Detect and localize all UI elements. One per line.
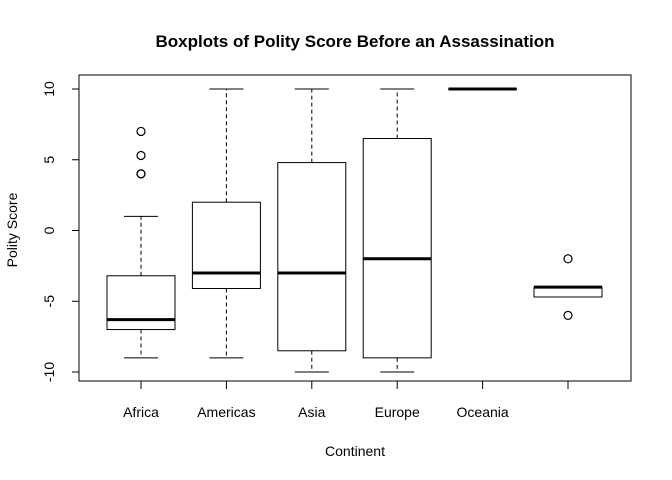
box-iqr [277, 162, 347, 352]
outlier-point [563, 310, 573, 320]
x-tick-label: Americas [197, 404, 255, 420]
outlier-point [136, 169, 146, 179]
x-axis: Africa Americas Asia Europe Oceania [123, 380, 569, 420]
y-axis-label: Polity Score [4, 192, 20, 267]
box-europe [362, 88, 432, 373]
y-tick-label: 0 [41, 226, 57, 234]
y-tick-label: 10 [41, 81, 57, 97]
y-tick-label: -5 [41, 295, 57, 308]
x-axis-label: Continent [325, 443, 385, 459]
x-tick-label: Asia [298, 404, 325, 420]
outlier-point [136, 150, 146, 161]
box-iqr [191, 201, 261, 290]
x-tick-label: Oceania [457, 404, 509, 420]
box-asia [277, 88, 347, 373]
y-axis: -10 -5 0 5 10 [41, 81, 80, 382]
y-tick-label: -10 [41, 362, 57, 382]
box-iqr [362, 138, 432, 359]
box-americas [191, 88, 261, 359]
outlier-point [563, 254, 573, 264]
x-tick-label: Europe [375, 404, 420, 420]
boxes-layer [106, 87, 603, 373]
plot-frame [78, 74, 632, 382]
box-unlabeled [533, 254, 603, 320]
y-tick-label: 5 [41, 156, 57, 164]
chart-title: Boxplots of Polity Score Before an Assas… [156, 32, 555, 51]
x-tick-label: Africa [123, 404, 159, 420]
outlier-point [136, 126, 146, 137]
box-iqr [106, 275, 176, 331]
box-africa [106, 126, 176, 359]
